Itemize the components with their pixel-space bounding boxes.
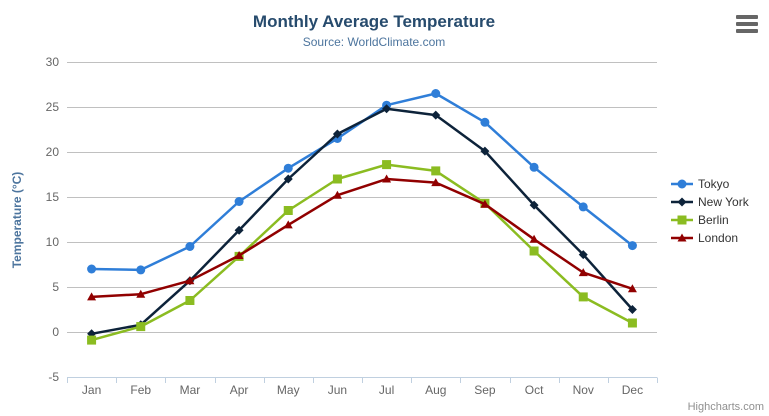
legend-square-icon xyxy=(671,215,693,225)
x-axis-tick-label: Oct xyxy=(525,383,544,397)
y-axis-tick-label: 25 xyxy=(46,100,60,114)
y-axis-tick-label: 0 xyxy=(52,325,59,339)
hamburger-bar xyxy=(736,22,758,26)
x-axis-tick-label: Aug xyxy=(425,383,446,397)
data-point-tokyo-oct[interactable] xyxy=(529,162,539,172)
data-point-tokyo-may[interactable] xyxy=(283,163,293,173)
credits-link[interactable]: Highcharts.com xyxy=(687,401,764,413)
data-point-london-dec[interactable] xyxy=(627,284,637,293)
legend-label: London xyxy=(698,231,739,245)
data-point-berlin-jul[interactable] xyxy=(382,160,392,170)
legend-label: New York xyxy=(698,195,749,209)
legend-label: Tokyo xyxy=(698,177,730,191)
data-point-berlin-jan[interactable] xyxy=(87,335,97,345)
data-point-london-mar[interactable] xyxy=(185,276,195,285)
data-point-new-york-sep[interactable] xyxy=(480,146,490,156)
data-point-london-feb[interactable] xyxy=(136,289,146,298)
data-point-london-apr[interactable] xyxy=(234,251,244,259)
y-axis-tick-label: 10 xyxy=(46,235,60,249)
legend: Tokyo New York Berlin London xyxy=(671,177,749,245)
data-point-london-may[interactable] xyxy=(283,220,293,229)
legend-item-tokyo[interactable]: Tokyo xyxy=(671,177,749,191)
data-point-new-york-dec[interactable] xyxy=(627,305,637,314)
legend-marker xyxy=(677,215,687,225)
data-point-berlin-dec[interactable] xyxy=(627,318,637,328)
hamburger-icon[interactable] xyxy=(736,15,758,33)
data-point-london-oct[interactable] xyxy=(529,234,539,243)
legend-marker xyxy=(677,233,687,242)
data-point-london-aug[interactable] xyxy=(431,178,441,187)
x-axis-tick-label: Dec xyxy=(622,383,643,397)
data-point-berlin-may[interactable] xyxy=(283,206,293,215)
y-axis-tick-label: 30 xyxy=(46,55,60,69)
data-point-tokyo-dec[interactable] xyxy=(627,241,637,251)
y-axis-tick-label: -5 xyxy=(48,370,59,384)
x-axis-tick-label: Sep xyxy=(474,383,496,397)
legend-item-berlin[interactable]: Berlin xyxy=(671,213,749,227)
data-point-london-jan[interactable] xyxy=(87,292,97,301)
legend-item-new-york[interactable]: New York xyxy=(671,195,749,209)
data-point-tokyo-nov[interactable] xyxy=(578,202,588,212)
data-point-tokyo-aug[interactable] xyxy=(431,89,441,98)
data-point-new-york-nov[interactable] xyxy=(578,250,588,260)
legend-marker xyxy=(677,179,687,189)
series-line-berlin xyxy=(90,163,634,342)
x-axis-tick-label: Feb xyxy=(130,383,151,397)
hamburger-bar xyxy=(736,15,758,19)
data-point-london-jun[interactable] xyxy=(332,190,342,199)
data-point-new-york-aug[interactable] xyxy=(431,110,441,120)
x-axis-tick-label: Nov xyxy=(573,383,594,397)
y-axis-tick-label: 20 xyxy=(46,145,60,159)
data-point-berlin-mar[interactable] xyxy=(185,296,195,305)
x-axis-tick-label: Jul xyxy=(379,383,394,397)
legend-marker xyxy=(677,197,687,207)
data-point-tokyo-jan[interactable] xyxy=(87,264,97,274)
y-axis-title: Temperature (°C) xyxy=(10,171,24,269)
data-point-london-jul[interactable] xyxy=(382,174,392,183)
y-axis-tick-label: 15 xyxy=(46,190,60,204)
series-line-tokyo xyxy=(90,92,634,272)
series-line-new-york xyxy=(90,107,634,336)
data-point-tokyo-mar[interactable] xyxy=(185,242,195,251)
data-point-berlin-nov[interactable] xyxy=(578,292,588,302)
x-axis-tick-label: Jun xyxy=(328,383,347,397)
y-axis-tick-label: 5 xyxy=(52,280,59,294)
legend-label: Berlin xyxy=(698,213,729,227)
legend-diamond-icon xyxy=(671,197,693,207)
x-axis-tick-label: Mar xyxy=(180,383,201,397)
data-point-new-york-oct[interactable] xyxy=(529,200,539,210)
data-point-tokyo-apr[interactable] xyxy=(234,197,244,206)
data-point-new-york-jul[interactable] xyxy=(382,104,392,114)
x-axis-tick-label: May xyxy=(277,383,300,397)
legend-triangle-icon xyxy=(671,233,693,242)
x-axis-tick-label: Apr xyxy=(230,383,249,397)
data-point-berlin-jun[interactable] xyxy=(332,174,342,184)
legend-item-london[interactable]: London xyxy=(671,231,749,245)
data-point-tokyo-sep[interactable] xyxy=(480,117,490,127)
data-point-new-york-apr[interactable] xyxy=(234,225,244,235)
data-point-new-york-jun[interactable] xyxy=(332,129,342,139)
legend-circle-icon xyxy=(671,179,693,189)
data-point-berlin-feb[interactable] xyxy=(136,322,146,332)
series-line-london xyxy=(90,177,634,299)
data-point-london-sep[interactable] xyxy=(480,199,490,208)
hamburger-bar xyxy=(736,29,758,33)
data-point-berlin-aug[interactable] xyxy=(431,166,441,176)
x-axis-tick-label: Jan xyxy=(82,383,101,397)
data-point-berlin-oct[interactable] xyxy=(529,246,539,256)
data-point-tokyo-feb[interactable] xyxy=(136,265,146,275)
data-point-new-york-may[interactable] xyxy=(283,174,293,184)
data-point-london-nov[interactable] xyxy=(578,268,588,277)
